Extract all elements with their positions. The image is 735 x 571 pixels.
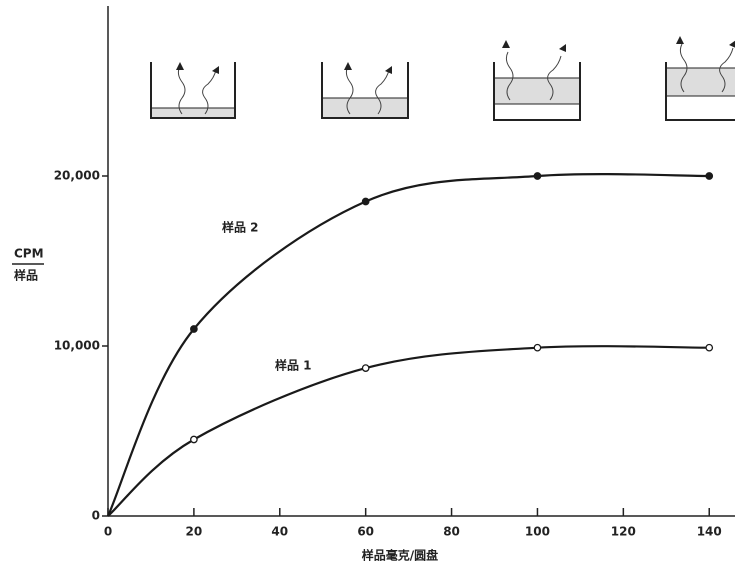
series-line <box>107 345 710 517</box>
y-tick-label: 20,000 <box>54 169 100 183</box>
y-tick-label: 0 <box>92 509 100 523</box>
point <box>533 343 542 352</box>
y-label-bottom: 样品 <box>14 268 38 283</box>
sample-diagrams <box>150 36 735 121</box>
x-tick-label: 80 <box>443 525 460 539</box>
point <box>190 435 198 444</box>
series-line <box>107 173 710 517</box>
x-tick-label: 140 <box>697 525 722 539</box>
x-tick-label: 60 <box>357 525 374 539</box>
x-tick-label: 120 <box>611 525 636 539</box>
beaker <box>665 36 735 121</box>
x-tick-label: 100 <box>525 525 550 539</box>
point <box>361 364 370 372</box>
point <box>705 172 714 180</box>
y-tick-label: 10,000 <box>54 339 100 353</box>
beaker <box>321 62 409 119</box>
beaker <box>150 62 236 119</box>
point <box>190 325 198 333</box>
series-label: 样品 2 <box>222 220 259 235</box>
beaker <box>493 40 581 121</box>
point <box>533 172 542 180</box>
x-tick-label: 20 <box>186 525 203 539</box>
y-label-top: CPM <box>14 247 44 261</box>
point <box>705 343 714 352</box>
x-tick-label: 0 <box>104 525 112 539</box>
x-tick-label: 40 <box>271 525 288 539</box>
series-label: 样品 1 <box>275 358 312 373</box>
x-label: 样品毫克/圆盘 <box>362 548 438 563</box>
point <box>361 197 370 206</box>
